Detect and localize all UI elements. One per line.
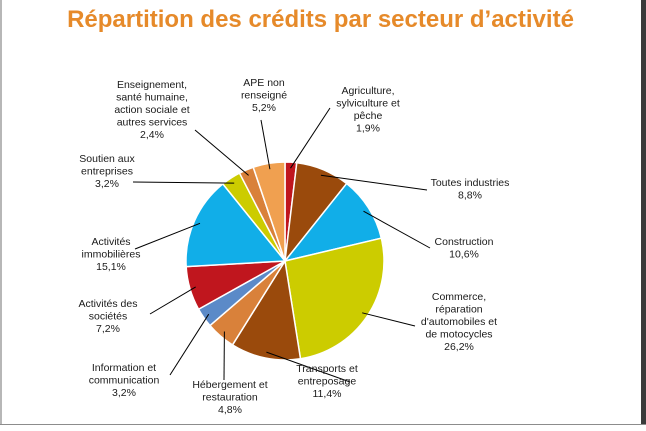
slice-name-line: sociétés xyxy=(89,311,128,323)
slice-name-line: de motocycles xyxy=(425,329,492,341)
leader-line xyxy=(261,120,270,169)
slice-value-label: 5,2% xyxy=(252,102,276,114)
slice-name-line: communication xyxy=(89,375,160,387)
slice-value-label: 10,6% xyxy=(449,249,479,261)
slice-name-line: renseigné xyxy=(241,90,287,102)
slice-value-label: 3,2% xyxy=(95,178,119,190)
slice-value-label: 26,2% xyxy=(444,341,474,353)
slice-name-line: immobilières xyxy=(82,249,141,261)
slice-name-line: Information et xyxy=(92,362,156,374)
slice-name-line: Soutien aux xyxy=(79,153,135,165)
leader-line xyxy=(133,182,234,183)
slice-name-line: Activités xyxy=(91,236,130,248)
slice-name-line: Toutes industries xyxy=(431,177,510,189)
leader-line xyxy=(291,108,331,168)
slice-name-line: santé humaine, xyxy=(116,92,188,104)
slice-value-label: 11,4% xyxy=(313,388,342,400)
slice-name-line: Agriculture, xyxy=(341,85,394,97)
slice-value-label: 1,9% xyxy=(356,123,380,135)
slice-value-label: 3,2% xyxy=(112,387,136,399)
slice-name-line: Transports et xyxy=(296,363,358,375)
slice-label: Enseignement,santé humaine,action social… xyxy=(114,79,189,141)
slice-name-line: entreprises xyxy=(81,166,133,178)
slice-value-label: 8,8% xyxy=(458,190,482,202)
slice-name-line: autres services xyxy=(117,117,188,129)
slice-name-line: d'automobiles et xyxy=(421,316,497,328)
slice-value-label: 7,2% xyxy=(96,323,120,335)
slice-name-line: Construction xyxy=(435,236,494,248)
pie-slices xyxy=(186,162,384,360)
slice-name-line: action sociale et xyxy=(114,104,189,116)
leader-line xyxy=(362,313,415,326)
slice-value-label: 4,8% xyxy=(218,404,242,416)
slice-name-line: entreposage xyxy=(298,376,357,388)
slice-value-label: 2,4% xyxy=(140,129,164,141)
slice-name-line: Activités des xyxy=(79,298,138,310)
slice-name-line: APE non xyxy=(243,77,285,89)
leader-line xyxy=(150,287,196,314)
slice-name-line: Commerce, xyxy=(432,291,486,303)
slice-name-line: sylviculture et xyxy=(336,98,400,110)
slice-name-line: Hébergement et xyxy=(192,379,267,391)
slice-name-line: restauration xyxy=(202,392,258,404)
slice-name-line: Enseignement, xyxy=(117,79,187,91)
leader-line xyxy=(170,314,209,375)
slice-value-label: 15,1% xyxy=(96,261,126,273)
leader-line xyxy=(195,130,249,175)
slice-name-line: pêche xyxy=(354,110,383,122)
slice-name-line: réparation xyxy=(435,304,482,316)
